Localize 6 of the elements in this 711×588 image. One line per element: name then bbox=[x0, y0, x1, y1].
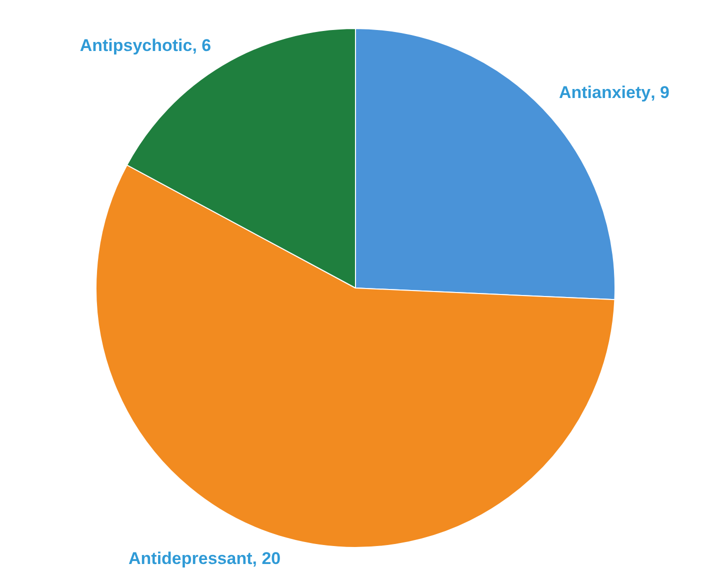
slice-label: Antidepressant bbox=[128, 549, 253, 568]
data-label: , 20 bbox=[252, 549, 281, 568]
slice-label: Antipsychotic bbox=[80, 36, 192, 56]
data-label: , 9 bbox=[650, 83, 670, 102]
slice-label: Antianxiety bbox=[558, 83, 652, 102]
data-label: , 6 bbox=[192, 36, 212, 56]
